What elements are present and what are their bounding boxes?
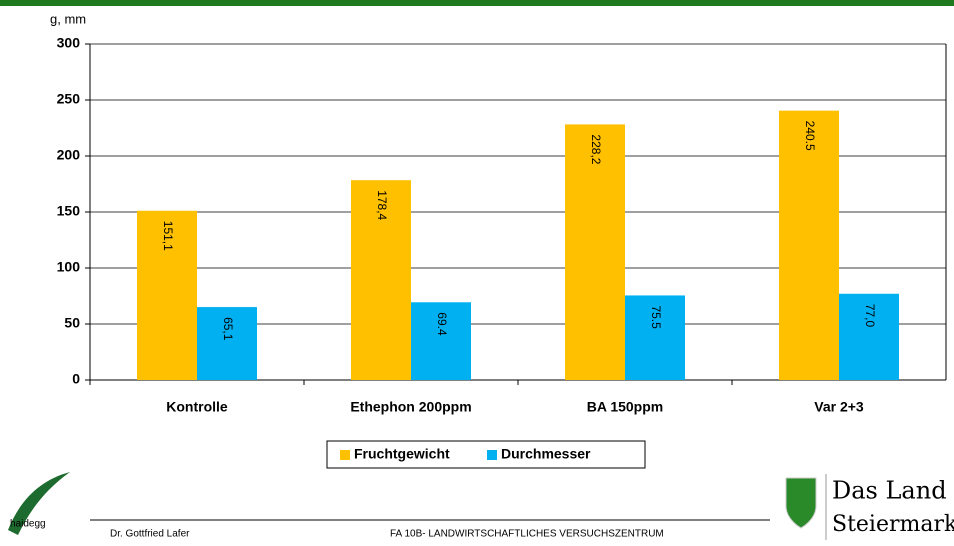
logo-right-2: Steiermark (832, 512, 954, 537)
bar (197, 307, 257, 380)
bar (625, 295, 685, 380)
y-tick-label: 50 (64, 315, 80, 331)
bar (137, 210, 197, 380)
legend-label: Fruchtgewicht (354, 446, 450, 462)
value-label: 178,4 (375, 190, 389, 220)
value-label: 69.4 (435, 312, 449, 336)
value-label: 65,1 (221, 317, 235, 341)
bar (779, 110, 839, 380)
x-tick-label: Kontrolle (166, 399, 228, 415)
y-tick-label: 100 (57, 259, 81, 275)
haidegg-logo (8, 472, 70, 535)
value-label: 77,0 (863, 304, 877, 328)
logo-right-1: Das Land (832, 477, 947, 505)
legend-box (326, 440, 646, 469)
bar (411, 302, 471, 380)
legend-swatch (487, 450, 497, 460)
y-tick-label: 250 (57, 91, 81, 107)
x-tick-label: BA 150ppm (587, 399, 664, 415)
y-tick-label: 200 (57, 147, 81, 163)
legend-swatch (340, 450, 350, 460)
top-bar (0, 0, 954, 6)
legend-label: Durchmesser (501, 446, 591, 462)
y-tick-label: 300 (57, 35, 81, 51)
institute: FA 10B- LANDWIRTSCHAFTLICHES VERSUCHSZEN… (390, 529, 664, 540)
bar (351, 180, 411, 380)
coat-of-arms (785, 477, 817, 529)
value-label: 228,2 (589, 134, 603, 164)
y-tick-label: 150 (57, 203, 81, 219)
y-tick-label: 0 (72, 371, 80, 387)
x-tick-label: Ethephon 200ppm (350, 399, 471, 415)
bar (839, 293, 899, 380)
value-label: 75.5 (649, 305, 663, 329)
author: Dr. Gottfried Lafer (110, 529, 190, 540)
y-axis-label: g, mm (50, 11, 86, 26)
value-label: 240.5 (803, 121, 817, 151)
x-tick-label: Var 2+3 (814, 399, 864, 415)
value-label: 151,1 (161, 221, 175, 251)
bar (565, 124, 625, 380)
logo-left-text: haidegg (10, 519, 46, 530)
